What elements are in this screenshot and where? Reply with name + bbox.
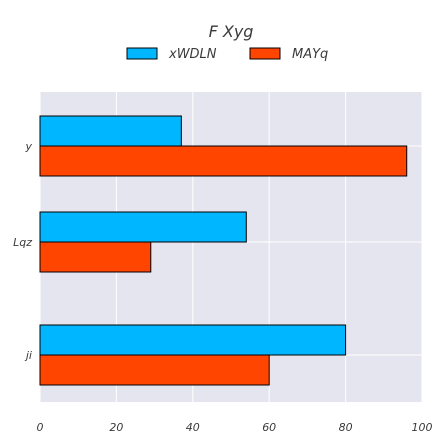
category-label-0: y — [24, 140, 32, 153]
x-tick-labels: 0 20 40 60 80 100 — [37, 421, 433, 434]
legend-swatch-1 — [249, 47, 281, 60]
legend: xWDLN MAYq — [126, 47, 328, 62]
x-tick-label-1: 20 — [109, 421, 123, 434]
x-tick-label-0: 0 — [37, 421, 44, 434]
bar-xWDLN-y — [39, 115, 182, 147]
bars — [39, 115, 408, 386]
legend-label-0: xWDLN — [168, 47, 217, 62]
x-tick-label-5: 100 — [412, 421, 433, 434]
legend-swatch-0 — [126, 47, 158, 60]
bar-MAYq-ji — [39, 354, 270, 386]
x-tick-label-2: 40 — [186, 421, 200, 434]
category-label-1: Lqz — [13, 236, 32, 249]
x-tick-label-3: 60 — [262, 421, 276, 434]
chart-title: F Xyg — [209, 22, 254, 41]
category-label-2: ji — [24, 349, 32, 362]
legend-label-1: MAYq — [292, 47, 328, 62]
bar-MAYq-Lqz — [39, 241, 152, 273]
bar-xWDLN-Lqz — [39, 211, 247, 243]
bar-MAYq-y — [39, 145, 408, 177]
category-labels: y Lqz ji — [13, 140, 32, 362]
bar-xWDLN-ji — [39, 324, 347, 356]
x-tick-label-4: 80 — [339, 421, 353, 434]
